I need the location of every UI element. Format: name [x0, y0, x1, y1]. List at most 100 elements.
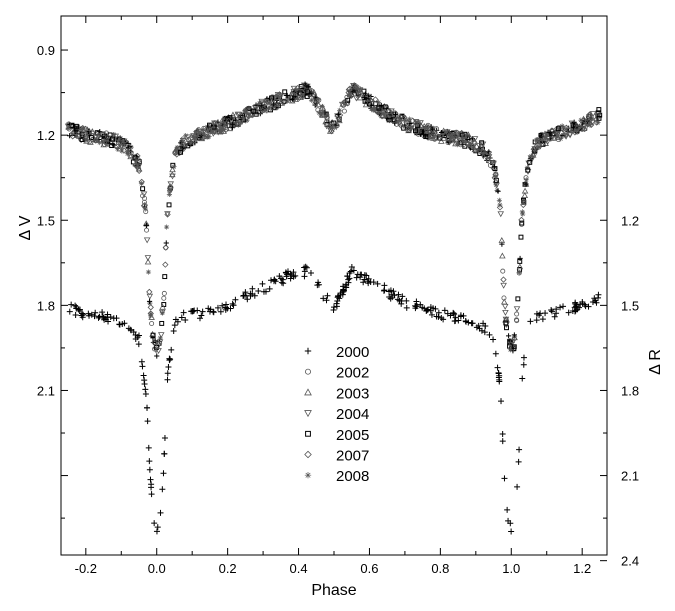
data-point-R-2000 [247, 292, 254, 299]
data-point-2005 [596, 107, 602, 113]
data-point-2000 [154, 353, 160, 359]
x-tick-label: 1.0 [502, 561, 520, 576]
data-point-2000 [505, 333, 512, 339]
data-point-2002 [336, 116, 342, 122]
data-point-2008 [595, 119, 601, 126]
data-point-R-2000 [210, 309, 217, 316]
data-point-R-2000 [486, 331, 493, 338]
data-point-2004 [460, 137, 467, 144]
x-tick-label: 0.8 [431, 561, 449, 576]
data-point-2007 [397, 122, 405, 129]
data-point-2000 [125, 140, 131, 146]
data-point-2004 [146, 293, 154, 300]
data-point-2007 [580, 117, 588, 124]
data-point-2008 [171, 164, 177, 170]
data-point-2004 [76, 127, 84, 134]
data-point-2005 [511, 344, 517, 350]
data-point-R-2000 [417, 301, 424, 308]
data-point-R-2000 [249, 285, 256, 292]
data-point-2000 [253, 102, 259, 108]
data-point-2003 [516, 263, 524, 270]
data-point-2003 [132, 160, 140, 167]
data-point-2007 [437, 132, 445, 140]
data-point-2008 [188, 140, 194, 146]
data-point-2003 [218, 117, 226, 124]
data-point-R-2000 [214, 304, 221, 311]
data-point-R-2000 [412, 305, 419, 312]
data-point-R-2000 [481, 329, 488, 336]
data-point-2004 [169, 173, 176, 180]
data-point-2008 [240, 115, 246, 122]
data-point-R-2000 [315, 281, 322, 288]
data-point-2000 [111, 142, 117, 148]
data-point-2000 [86, 128, 92, 134]
data-point-2003 [127, 153, 134, 160]
y-left-tick-label: 1.5 [37, 213, 55, 228]
data-point-2008 [265, 105, 272, 111]
data-point-2005 [178, 149, 184, 155]
data-point-R-2000 [229, 300, 236, 307]
data-points [64, 81, 603, 535]
data-point-2003 [229, 111, 237, 118]
data-point-2008 [128, 144, 134, 150]
data-point-2003 [407, 121, 414, 128]
data-point-2008 [120, 139, 126, 145]
data-point-R-2000 [142, 386, 149, 393]
data-point-R-2000 [148, 484, 155, 491]
data-point-2000 [284, 92, 290, 99]
data-point-2004 [154, 343, 162, 350]
data-point-2008 [183, 132, 189, 139]
data-point-2008 [216, 122, 222, 128]
data-point-2002 [386, 109, 392, 115]
data-point-R-2000 [508, 528, 515, 535]
data-point-2004 [525, 160, 532, 167]
data-point-2008 [111, 131, 117, 138]
data-point-2003 [466, 141, 473, 148]
data-point-R-2000 [330, 307, 337, 314]
data-point-2008 [324, 111, 330, 118]
data-point-2002 [521, 198, 527, 204]
data-point-2002 [523, 175, 529, 181]
data-point-2008 [516, 269, 522, 276]
data-point-R-2000 [380, 287, 387, 294]
data-point-2002 [141, 199, 147, 205]
data-point-2008 [262, 107, 268, 114]
data-point-2005 [304, 94, 310, 99]
legend-marker-2008 [304, 472, 312, 479]
data-point-2008 [524, 165, 530, 171]
data-point-2002 [66, 121, 72, 127]
data-point-R-2000 [68, 301, 75, 308]
data-point-2007 [193, 128, 200, 135]
data-point-2008 [190, 133, 196, 139]
data-point-R-2000 [391, 292, 398, 299]
data-point-R-2000 [140, 372, 147, 379]
data-point-R-2000 [347, 268, 354, 275]
data-point-2003 [159, 303, 166, 310]
data-point-2005 [269, 95, 274, 101]
data-point-2007 [586, 111, 593, 118]
data-point-R-2000 [86, 312, 93, 319]
data-point-R-2000 [127, 326, 134, 333]
legend-marker-2002 [305, 368, 311, 375]
data-point-2008 [218, 125, 224, 132]
data-point-2008 [204, 134, 210, 140]
data-point-R-2000 [224, 305, 231, 312]
y-right-tick-label: 1.8 [621, 383, 639, 398]
data-point-2007 [500, 276, 507, 283]
data-point-2008 [507, 347, 514, 353]
data-point-2002 [257, 108, 263, 114]
data-point-R-2000 [572, 299, 579, 306]
data-point-2004 [497, 211, 505, 218]
data-point-2005 [159, 320, 165, 326]
data-point-2003 [312, 93, 320, 100]
data-point-R-2000 [92, 309, 99, 316]
data-point-2004 [144, 255, 152, 262]
data-point-2004 [566, 131, 574, 138]
data-point-R-2000 [498, 398, 505, 405]
data-point-R-2000 [219, 302, 226, 309]
data-point-2005 [597, 112, 603, 118]
data-point-2002 [149, 321, 155, 327]
data-point-2008 [124, 149, 131, 155]
data-point-2002 [85, 130, 91, 136]
data-point-2005 [596, 115, 602, 121]
